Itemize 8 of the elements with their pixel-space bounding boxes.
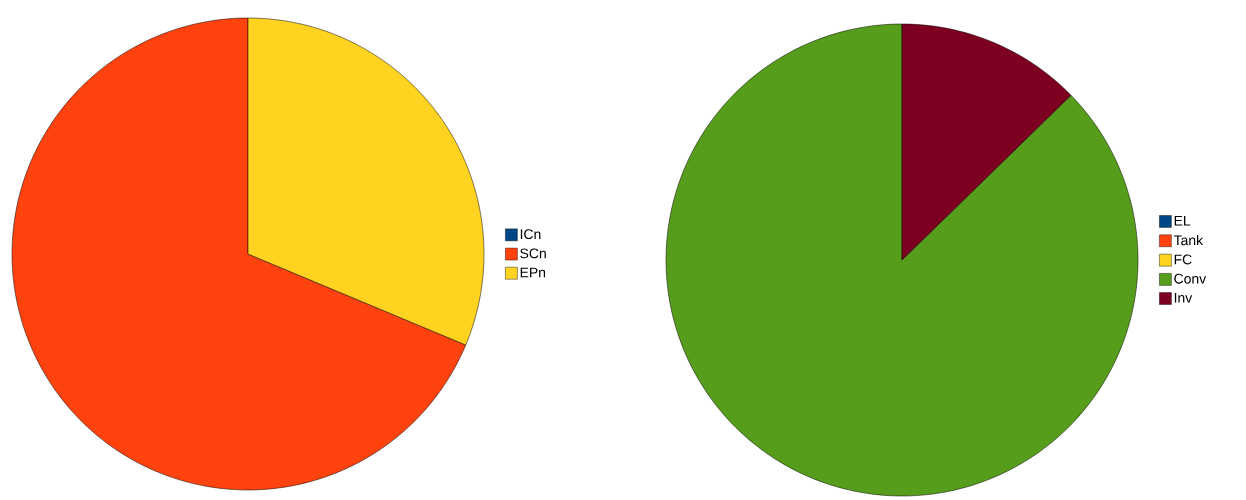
legend-label: SCn — [520, 248, 546, 259]
legend-label: Inv — [1174, 293, 1193, 303]
legend-label: FC — [1174, 254, 1192, 265]
legend-label: Tank — [1173, 234, 1204, 246]
legend-label: EL — [1174, 215, 1191, 226]
legend-label: ICn — [520, 229, 541, 240]
legend-label: Conv — [1174, 273, 1207, 284]
legend-label: EPn — [520, 267, 546, 278]
